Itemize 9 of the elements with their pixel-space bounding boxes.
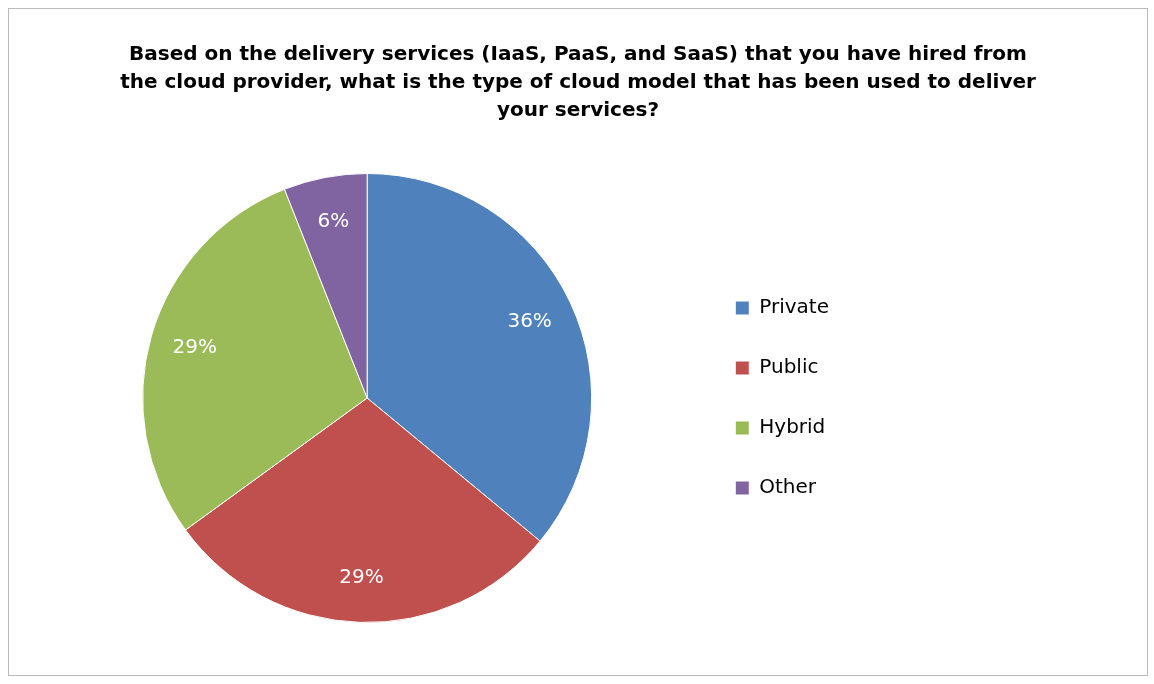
legend-label: Private [759,294,830,319]
data-label: 6% [317,207,350,232]
legend-label: Hybrid [759,414,826,439]
legend-label: Public [759,354,819,379]
data-label: 36% [507,307,552,332]
legend-label: Other [759,474,817,499]
data-label: 29% [172,334,217,359]
data-label: 29% [339,563,384,588]
chart-title: Based on the delivery services (IaaS, PaaS, and SaaS) that you have hired from the cloud provider, what is the type of cloud model that has been used to deliver your services? [119,40,1037,123]
